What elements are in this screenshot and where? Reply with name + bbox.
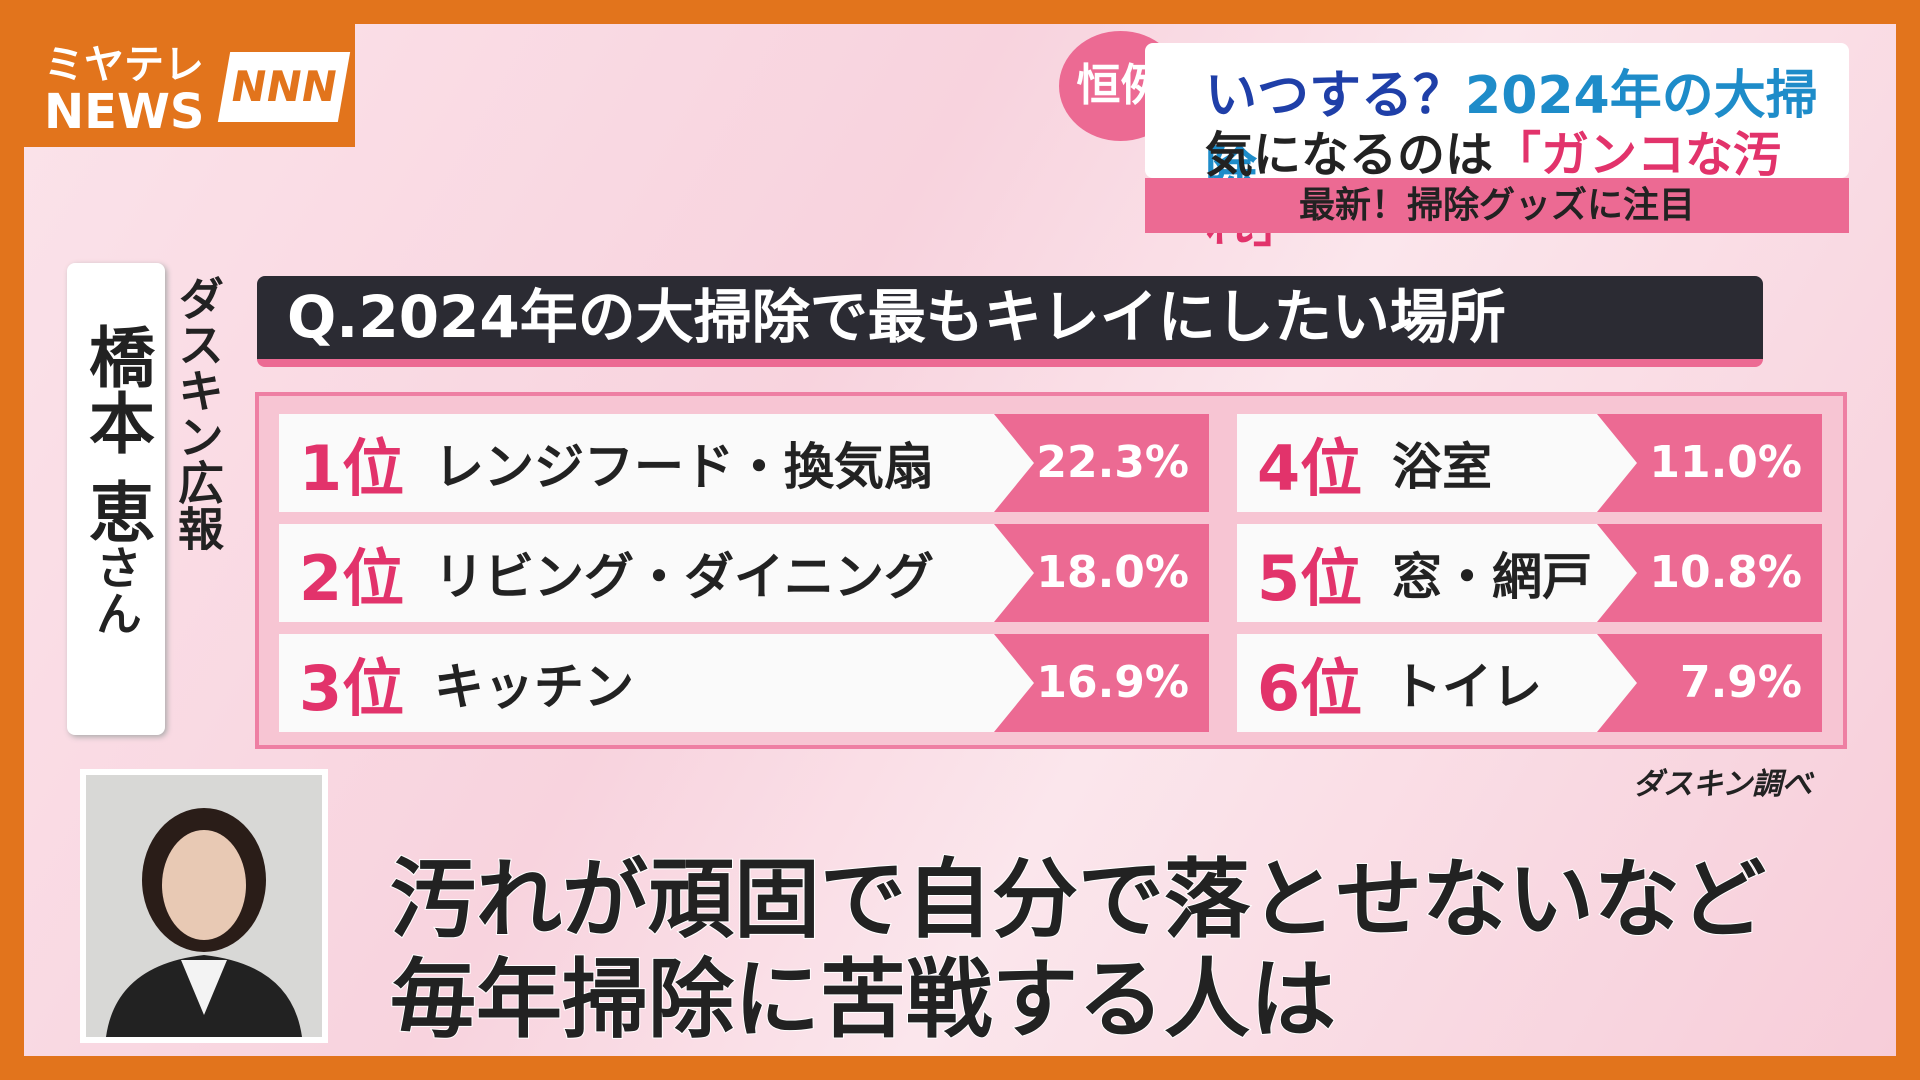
speaker-affiliation: ダスキン広報 — [171, 275, 225, 551]
share: 16.9% — [994, 634, 1209, 732]
place: キッチン — [434, 658, 634, 716]
rank: 5位 — [1257, 542, 1363, 615]
share: 7.9% — [1597, 634, 1822, 732]
headline-text: 2024年の大掃除 — [1205, 66, 1818, 201]
headline-line2: 気になるのは「ガンコな汚れ」 — [1205, 115, 1849, 255]
share: 11.0% — [1597, 414, 1822, 512]
rank: 2位 — [299, 542, 405, 615]
headline-box: いつする？2024年の大掃除 気になるのは「ガンコな汚れ」 — [1145, 43, 1849, 253]
place: 浴室 — [1392, 438, 1492, 496]
speaker-honorific: さん — [89, 543, 143, 636]
ranking-row: 3位 キッチン 16.9% — [279, 634, 1209, 732]
ranking-row: 2位 リビング・ダイニング 18.0% — [279, 524, 1209, 622]
caption-line: 毎年掃除に苦戦する人は — [389, 949, 1337, 1051]
share: 22.3% — [994, 414, 1209, 512]
speaker-photo — [80, 769, 328, 1043]
place: リビング・ダイニング — [434, 548, 934, 606]
place: レンジフード・換気扇 — [434, 438, 934, 496]
rank: 4位 — [1257, 432, 1363, 505]
share: 10.8% — [1597, 524, 1822, 622]
headline-line1: いつする？2024年の大掃除 — [1205, 53, 1849, 203]
headline-sub: 最新！掃除グッズに注目 — [1145, 178, 1849, 233]
share: 18.0% — [994, 524, 1209, 622]
source: ダスキン調べ — [1632, 767, 1812, 802]
headline-text: いつする？ — [1205, 66, 1466, 126]
ranking-row: 6位 トイレ 7.9% — [1237, 634, 1822, 732]
photo-figure — [86, 775, 322, 1037]
place: 窓・網戸 — [1392, 548, 1592, 606]
logo-line1: ミヤテレ — [44, 42, 204, 88]
rank: 6位 — [1257, 652, 1363, 725]
rank: 3位 — [299, 652, 405, 725]
place: トイレ — [1392, 658, 1542, 716]
logo: ミヤテレ NEWS NNN — [24, 22, 355, 147]
survey-question: Q.2024年の大掃除で最もキレイにしたい場所 — [257, 276, 1763, 367]
logo-badge: NNN — [217, 52, 351, 122]
speaker-name: 橋本 恵 — [78, 323, 155, 544]
headline-text: 気になるのは — [1205, 127, 1494, 183]
ranking-table: 1位 レンジフード・換気扇 22.3% 2位 リビング・ダイニング 18.0% 3位 キッチン… — [255, 392, 1847, 749]
ranking-row: 1位 レンジフード・換気扇 22.3% — [279, 414, 1209, 512]
ranking-row: 4位 浴室 11.0% — [1237, 414, 1822, 512]
caption-line: 汚れが頑固で自分で落とせないなど — [389, 849, 1767, 951]
caption: 汚れが頑固で自分で落とせないなど 毎年掃除に苦戦する人は — [389, 849, 1870, 1051]
logo-line2: NEWS — [44, 84, 205, 140]
rank: 1位 — [299, 432, 405, 505]
ranking-row: 5位 窓・網戸 10.8% — [1237, 524, 1822, 622]
speaker-card: 橋本 恵さん — [67, 263, 165, 735]
